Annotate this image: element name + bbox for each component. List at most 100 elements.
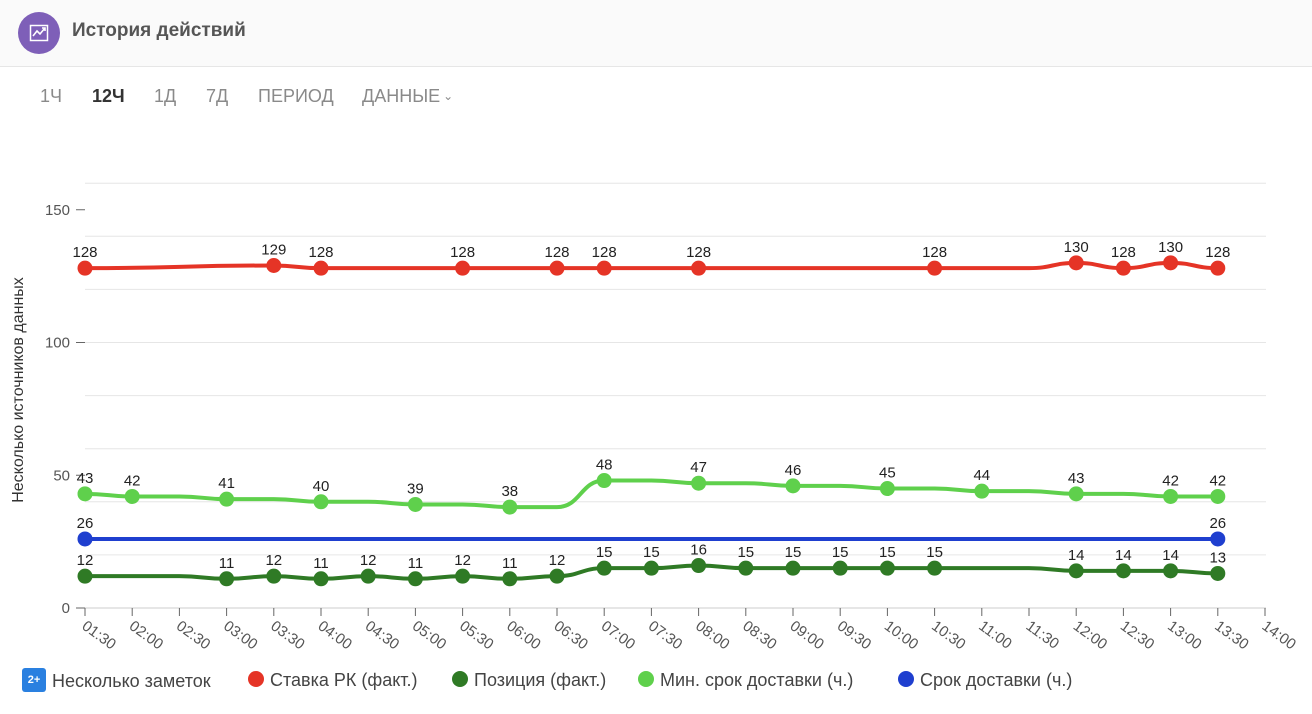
data-point — [1163, 563, 1179, 579]
chevron-down-icon: ⌄ — [443, 89, 454, 103]
x-tick-label: 06:30 — [551, 617, 591, 653]
data-point — [691, 260, 707, 276]
data-point — [124, 488, 140, 504]
data-point — [879, 481, 895, 497]
x-tick-label: 09:30 — [834, 617, 874, 653]
data-point — [313, 571, 329, 587]
data-point — [596, 473, 612, 489]
data-point — [785, 560, 801, 576]
data-label: 41 — [218, 475, 235, 492]
legend-label: Срок доставки (ч.) — [920, 670, 1073, 690]
legend-dot-icon — [248, 671, 264, 688]
data-point — [266, 568, 282, 584]
data-label: 13 — [1209, 549, 1226, 566]
data-label: 26 — [1209, 515, 1226, 532]
legend-dot-icon — [452, 671, 468, 688]
data-label: 128 — [922, 244, 947, 261]
data-point — [77, 260, 93, 276]
data-point — [1210, 488, 1226, 504]
data-label: 128 — [1205, 244, 1230, 261]
x-tick-label: 08:30 — [739, 617, 779, 653]
data-label: 42 — [1209, 472, 1226, 489]
tab-period[interactable]: ПЕРИОД — [258, 86, 334, 106]
data-point — [691, 475, 707, 491]
data-point — [77, 568, 93, 584]
data-point — [360, 568, 376, 584]
x-tick-label: 13:00 — [1164, 617, 1204, 653]
data-point — [1068, 486, 1084, 502]
data-label: 42 — [124, 472, 141, 489]
x-tick-label: 07:00 — [598, 617, 638, 653]
tab-12h[interactable]: 12Ч — [92, 86, 125, 106]
legend-item-notes[interactable]: 2+ Несколько заметок — [22, 668, 211, 694]
data-label: 26 — [77, 515, 94, 532]
legend-label: Несколько заметок — [52, 670, 211, 691]
data-label: 45 — [879, 465, 896, 482]
legend-item-position[interactable]: Позиция (факт.) — [452, 670, 606, 691]
data-label: 129 — [261, 242, 286, 259]
data-label: 40 — [313, 478, 330, 495]
data-label: 11 — [219, 555, 235, 572]
data-label: 15 — [737, 544, 754, 561]
data-point — [502, 499, 518, 515]
data-label: 11 — [408, 555, 424, 572]
data-point — [219, 571, 235, 587]
data-point — [407, 571, 423, 587]
tab-1d[interactable]: 1Д — [154, 86, 177, 106]
legend-item-min-delivery[interactable]: Мин. срок доставки (ч.) — [638, 670, 853, 691]
data-label: 12 — [265, 552, 282, 569]
data-label: 43 — [1068, 470, 1085, 487]
data-point — [77, 486, 93, 502]
data-label: 15 — [643, 544, 660, 561]
x-tick-label: 04:00 — [315, 617, 355, 653]
x-tick-label: 02:00 — [126, 617, 166, 653]
data-point — [927, 560, 943, 576]
tab-1h[interactable]: 1Ч — [40, 86, 63, 106]
data-label: 15 — [926, 544, 943, 561]
legend-item-delivery[interactable]: Срок доставки (ч.) — [898, 670, 1072, 691]
data-label: 16 — [690, 542, 707, 559]
data-point — [927, 260, 943, 276]
data-point — [313, 494, 329, 510]
data-label: 128 — [592, 244, 617, 261]
data-point — [596, 560, 612, 576]
data-point — [77, 531, 93, 547]
tab-7d[interactable]: 7Д — [206, 86, 229, 106]
data-point — [1210, 565, 1226, 581]
x-tick-label: 14:00 — [1259, 617, 1299, 653]
y-tick-label: 100 — [45, 335, 70, 352]
data-point — [1210, 260, 1226, 276]
x-tick-label: 07:30 — [645, 617, 685, 653]
data-label: 12 — [360, 552, 377, 569]
data-label: 14 — [1068, 547, 1085, 564]
legend-dot-icon — [898, 671, 914, 688]
data-label: 130 — [1064, 239, 1089, 256]
data-point — [738, 560, 754, 576]
data-label: 128 — [450, 244, 475, 261]
y-axis-title: Несколько источников данных — [10, 277, 27, 503]
data-point — [974, 483, 990, 499]
x-tick-label: 08:00 — [692, 617, 732, 653]
data-point — [1210, 531, 1226, 547]
data-label: 46 — [785, 462, 802, 479]
data-point — [502, 571, 518, 587]
x-tick-label: 06:00 — [503, 617, 543, 653]
legend-item-rate[interactable]: Ставка РК (факт.) — [248, 670, 418, 691]
x-tick-label: 12:30 — [1117, 617, 1157, 653]
data-point — [832, 560, 848, 576]
x-tick-label: 01:30 — [79, 617, 119, 653]
data-label: 44 — [973, 467, 990, 484]
data-label: 15 — [596, 544, 613, 561]
series-line — [83, 260, 1220, 271]
x-tick-label: 09:00 — [787, 617, 827, 653]
tab-data-dropdown[interactable]: ДАННЫЕ ⌄ — [362, 86, 453, 107]
data-label: 42 — [1162, 472, 1179, 489]
data-point — [1115, 563, 1131, 579]
y-tick-label: 50 — [53, 467, 70, 484]
x-tick-label: 02:30 — [173, 617, 213, 653]
y-tick-label: 0 — [62, 600, 70, 617]
data-point — [879, 560, 895, 576]
data-label: 12 — [454, 552, 471, 569]
data-label: 15 — [785, 544, 802, 561]
data-label: 14 — [1115, 547, 1132, 564]
